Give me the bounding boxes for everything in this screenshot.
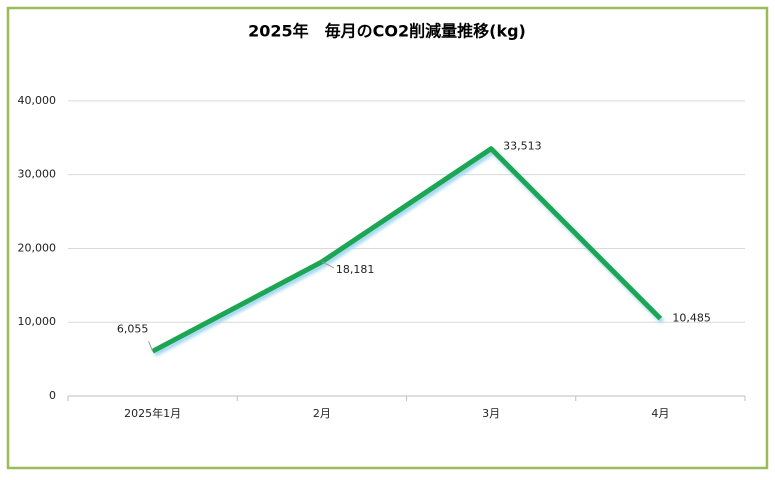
data-label: 6,055: [117, 322, 149, 335]
chart-title: 2025年 毎月のCO2削減量推移(kg): [248, 22, 526, 41]
data-label: 10,485: [672, 312, 711, 325]
y-tick-label: 30,000: [18, 168, 57, 181]
y-tick-label: 0: [49, 389, 56, 402]
x-tick-label: 4月: [651, 407, 669, 420]
leader-line: [148, 341, 154, 352]
x-tick-label: 3月: [482, 407, 500, 420]
y-tick-label: 20,000: [18, 241, 57, 254]
chart-border: [6, 6, 769, 470]
y-tick-label: 40,000: [18, 94, 57, 107]
leader-line: [321, 261, 335, 269]
x-tick-label: 2月: [313, 407, 331, 420]
line: [151, 146, 663, 354]
data-label: 18,181: [336, 263, 375, 276]
y-tick-label: 10,000: [18, 315, 57, 328]
data-label: 33,513: [503, 140, 542, 153]
x-tick-label: 2025年1月: [124, 406, 181, 420]
